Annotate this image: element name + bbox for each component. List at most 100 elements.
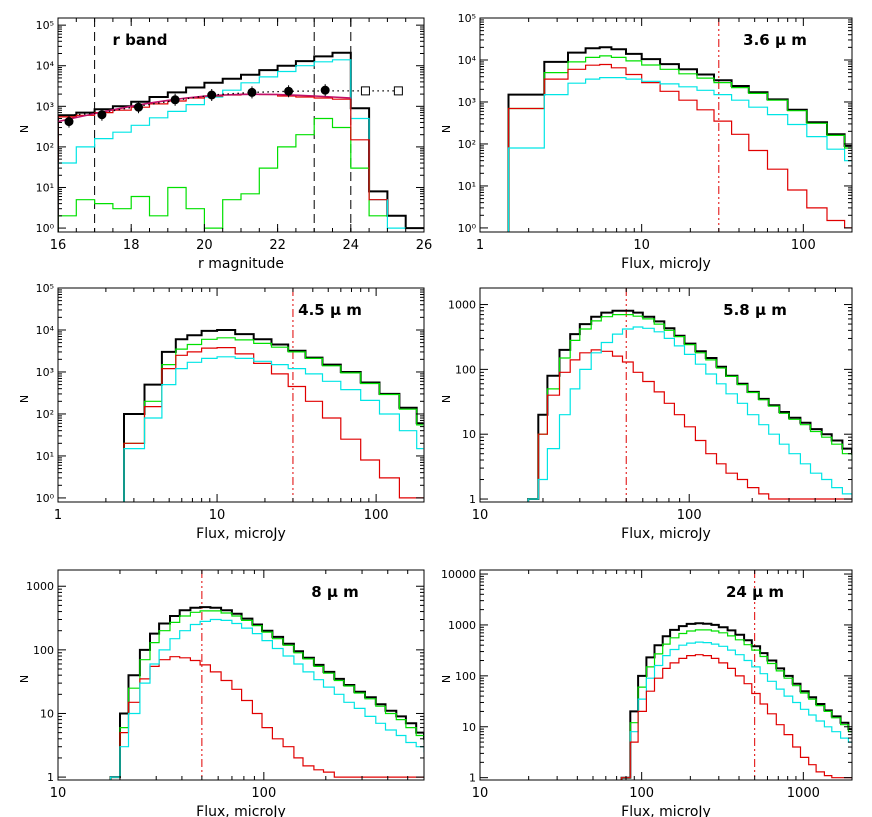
series-green	[507, 55, 852, 232]
series-red	[123, 347, 424, 502]
y-axis-label: N	[440, 395, 453, 403]
y-tick-label: 100	[455, 363, 476, 376]
series-total	[507, 46, 852, 232]
panel-title: 5.8 μ m	[723, 301, 787, 319]
plot-area	[109, 570, 424, 780]
y-tick-label: 10⁰	[458, 222, 477, 235]
series-cyan	[620, 641, 852, 780]
y-tick-label: 1	[47, 771, 54, 784]
x-axis-label: Flux, microJy	[621, 256, 711, 272]
plot-frame	[57, 569, 425, 781]
series-green	[527, 314, 852, 502]
plot-area	[620, 570, 852, 780]
panel-title: 8 μ m	[311, 583, 359, 601]
y-tick-label: 10⁰	[36, 492, 55, 505]
y-tick-label: 10⁴	[458, 54, 477, 67]
x-tick-label: 100	[629, 786, 654, 801]
y-tick-label: 10¹	[458, 180, 476, 193]
panel-4: 10 100 1 10 100 1000 Flux, microJy N 5.8 μ m	[440, 287, 853, 542]
x-axis-label: Flux, microJy	[621, 804, 711, 817]
y-tick-label: 100	[33, 644, 54, 657]
series-red	[58, 93, 388, 232]
y-tick-label: 1000	[26, 580, 54, 593]
x-tick-label: 26	[416, 238, 433, 253]
open-data-point	[393, 86, 403, 96]
series-total	[620, 622, 852, 780]
y-tick-label: 1	[469, 772, 476, 785]
x-axis-label: Flux, microJy	[621, 526, 711, 542]
y-tick-label: 10⁰	[36, 222, 55, 235]
y-tick-label: 10	[40, 707, 54, 720]
y-tick-label: 10¹	[36, 181, 54, 194]
series-cyan	[507, 77, 852, 232]
x-axis-label: r magnitude	[198, 256, 284, 272]
x-axis-label: Flux, microJy	[196, 526, 286, 542]
plot-frame	[479, 17, 853, 233]
series-green	[58, 117, 388, 232]
series-magenta	[58, 93, 351, 123]
panel-title: 4.5 μ m	[298, 301, 362, 319]
x-tick-label: 10	[633, 238, 650, 253]
plot-frame	[57, 287, 425, 503]
series-red	[507, 63, 852, 232]
series-green	[123, 337, 424, 502]
open-data-point	[360, 86, 370, 96]
x-tick-label: 16	[50, 238, 67, 253]
series-red	[527, 349, 852, 502]
x-tick-label: 10	[472, 786, 489, 801]
y-tick-label: 10⁴	[36, 324, 55, 337]
series-green	[620, 629, 852, 780]
plot-area	[507, 18, 852, 232]
x-tick-label: 100	[677, 508, 702, 523]
y-axis-label: N	[440, 675, 453, 683]
x-tick-label: 10	[472, 508, 489, 523]
y-tick-label: 100	[455, 670, 476, 683]
series-red	[109, 656, 424, 780]
y-tick-label: 10⁴	[36, 60, 55, 73]
y-tick-label: 10⁵	[36, 19, 54, 32]
x-tick-label: 100	[364, 508, 389, 523]
x-tick-label: 1	[54, 508, 62, 523]
y-tick-label: 10²	[458, 138, 476, 151]
y-tick-label: 10²	[36, 408, 54, 421]
series-total	[109, 606, 424, 780]
plot-frame	[479, 569, 853, 781]
x-tick-label: 22	[269, 238, 286, 253]
panel-title: 3.6 μ m	[743, 31, 807, 49]
x-tick-label: 100	[791, 238, 816, 253]
x-tick-label: 1	[476, 238, 484, 253]
plot-frame	[479, 287, 853, 503]
y-tick-label: 10000	[441, 568, 476, 581]
series-cyan	[58, 59, 406, 232]
y-tick-label: 10⁵	[458, 12, 476, 25]
y-tick-label: 10⁵	[36, 282, 54, 295]
y-axis-label: N	[440, 125, 453, 133]
y-tick-label: 10²	[36, 141, 54, 154]
panel-2: 1 10 100 10⁰ 10¹ 10² 10³ 10⁴ 10⁵ Flux, microJy N 3.…	[440, 12, 853, 272]
x-tick-label: 10	[209, 508, 226, 523]
series-red	[620, 654, 852, 780]
x-tick-label: 1000	[787, 786, 820, 801]
y-tick-label: 10¹	[36, 450, 54, 463]
y-tick-label: 10	[462, 721, 476, 734]
series-green	[109, 610, 424, 780]
series-total	[58, 51, 424, 232]
x-tick-label: 20	[196, 238, 213, 253]
y-tick-label: 1000	[448, 299, 476, 312]
y-axis-label: N	[18, 395, 31, 403]
panel-title: 24 μ m	[726, 583, 784, 601]
series-total	[123, 329, 424, 502]
plot-area	[123, 288, 424, 502]
x-axis-label: Flux, microJy	[196, 804, 286, 817]
panel-5: 10 100 1 10 100 1000 Flux, microJy N 8 μ m	[18, 569, 425, 817]
y-tick-label: 10³	[36, 100, 54, 113]
y-axis-label: N	[18, 125, 31, 133]
panel-1: 16 18 20 22 24 26 10⁰ 10¹ 10² 10³ 10⁴ 10⁵ r magnitud…	[18, 17, 433, 272]
y-tick-label: 1000	[448, 619, 476, 632]
series-cyan	[109, 618, 424, 780]
plot-area	[58, 18, 424, 232]
x-tick-label: 10	[50, 786, 67, 801]
y-tick-label: 10	[462, 428, 476, 441]
